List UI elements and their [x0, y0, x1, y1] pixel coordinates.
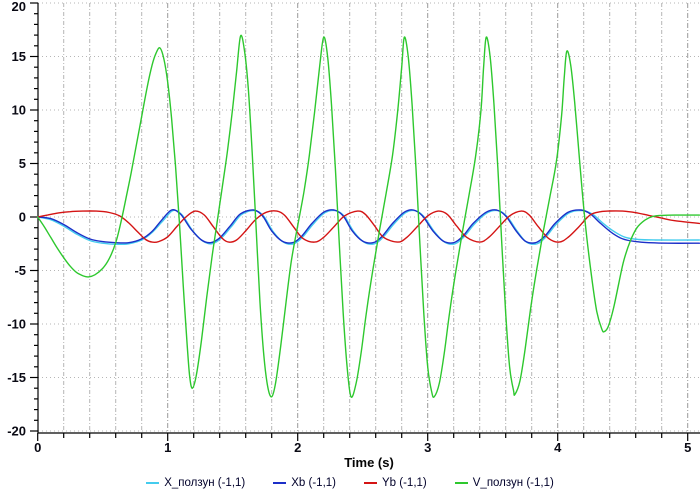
- y-tick-label: 15: [12, 49, 26, 64]
- y-tick-label: 20: [12, 0, 26, 14]
- series-curve-V_polzun: [37, 34, 700, 398]
- y-tick-label: 0: [19, 210, 26, 225]
- series-curve-Yb: [37, 210, 700, 244]
- series-curve-X_polzun: [37, 209, 700, 246]
- legend-item-Xb: Xb (-1,1): [273, 477, 336, 489]
- x-tick-label: 0: [34, 440, 41, 455]
- legend-marker-Xb: [273, 482, 287, 484]
- legend-item-V_polzun: V_ползун (-1,1): [454, 477, 554, 489]
- y-tick-label: 5: [19, 156, 26, 171]
- x-axis-title: Time (s): [344, 455, 394, 470]
- y-tick-label: -15: [7, 370, 26, 385]
- x-tick-label: 5: [684, 440, 691, 455]
- legend-marker-V_polzun: [454, 482, 468, 484]
- legend: X_ползун (-1,1) Xb (-1,1) Yb (-1,1) V_ползу…: [0, 477, 700, 489]
- x-tick-label: 4: [554, 440, 562, 455]
- series-layer: [37, 34, 700, 398]
- x-tick-label: 3: [424, 440, 431, 455]
- x-tick-label: 2: [294, 440, 301, 455]
- legend-label-Yb: Yb (-1,1): [382, 477, 427, 489]
- tick-label-layer: 20 15 10 5 0 -5 -10 -15 -20 0 1 2 3 4 5: [7, 0, 691, 455]
- legend-item-Yb: Yb (-1,1): [364, 477, 427, 489]
- y-tick-label: 10: [12, 103, 26, 118]
- y-tick-label: -20: [7, 424, 26, 439]
- legend-marker-X_polzun: [146, 482, 160, 484]
- legend-marker-Yb: [364, 482, 377, 484]
- y-tick-label: -5: [14, 263, 26, 278]
- legend-label-X_polzun: X_ползун (-1,1): [164, 477, 246, 489]
- legend-label-Xb: Xb (-1,1): [291, 477, 336, 489]
- grid-layer: [38, 2, 700, 432]
- series-curve-Xb: [37, 209, 700, 244]
- legend-label-V_polzun: V_ползун (-1,1): [472, 477, 554, 489]
- legend-item-X_polzun: X_ползун (-1,1): [146, 477, 245, 489]
- x-tick-label: 1: [164, 440, 171, 455]
- y-tick-label: -10: [7, 317, 26, 332]
